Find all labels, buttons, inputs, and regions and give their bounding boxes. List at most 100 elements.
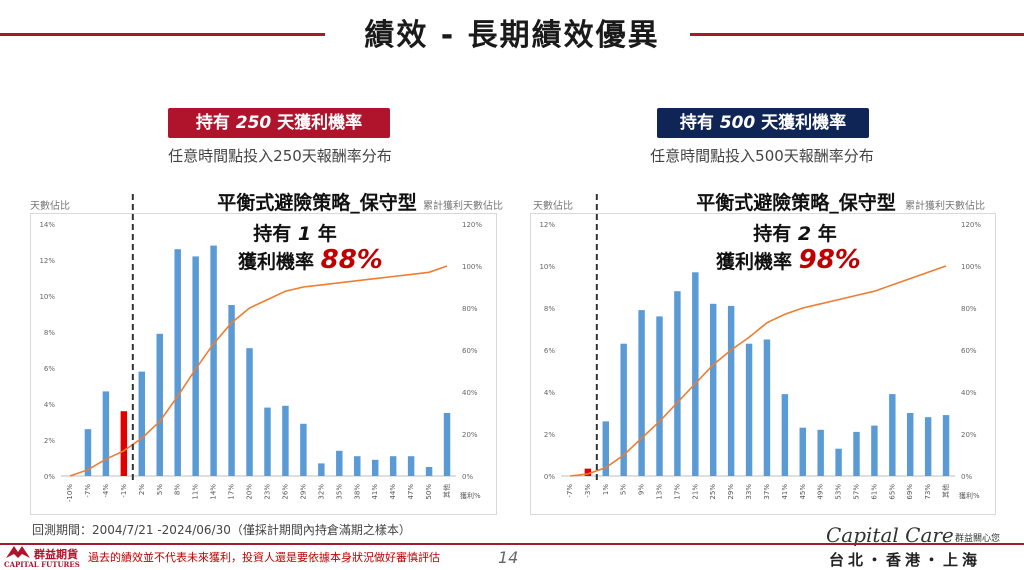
company-logo: 群益期貨 CAPITAL FUTURES <box>4 544 88 569</box>
left-chart-bar <box>300 423 307 476</box>
left-badge-num: 250 <box>235 113 272 133</box>
left-chart-y2-tick: 20% <box>462 431 478 439</box>
right-prob-label: 獲利機率 <box>716 251 799 273</box>
right-badge: 持有 500 天獲利機率 <box>657 108 869 138</box>
right-y-caption: 天數佔比 <box>533 201 573 212</box>
backtest-period: 回測期間：2004/7/21 -2024/06/30（僅採計期間內持倉滿期之樣本… <box>32 523 411 537</box>
left-chart-y-tick: 0% <box>44 473 55 481</box>
left-chart-y-tick: 8% <box>44 329 55 337</box>
right-hold-label: 持有 2 年 <box>740 219 850 246</box>
right-chart-y-tick: 6% <box>544 347 555 355</box>
left-chart-bar <box>443 413 451 476</box>
left-chart-y2-tick: 100% <box>462 263 482 271</box>
right-chart-bar <box>799 427 806 476</box>
left-chart-x-tick: 20% <box>246 484 254 500</box>
right-chart-y2-tick: 80% <box>961 305 977 313</box>
left-chart-x-tick: 38% <box>353 484 361 500</box>
right-chart-x-tick: 61% <box>870 484 878 500</box>
left-chart-y2-tick: 40% <box>462 389 478 397</box>
right-subtitle: 任意時間點投入500天報酬率分布 <box>650 147 874 165</box>
left-chart-box: 0% 2% 4% 6% 8% 10% 12% 14% 0% 20% 40% 60% 80% 100% 120… <box>30 194 497 515</box>
left-chart-x-tick: 50% <box>425 484 433 500</box>
right-chart-x-tick: 33% <box>745 484 753 500</box>
right-chart-bar <box>727 305 735 476</box>
left-chart-y2-tick: 0% <box>462 473 473 481</box>
left-chart-bar <box>282 405 289 476</box>
left-chart-x-tick: 5% <box>156 484 164 495</box>
logo-mark-icon <box>6 546 30 558</box>
right-chart-bar <box>942 415 950 476</box>
right-chart-bar <box>656 316 663 476</box>
left-chart-x-tick: -4% <box>102 484 110 498</box>
right-chart-x-tick: 57% <box>853 484 861 500</box>
left-chart-x-tick: 29% <box>299 484 307 500</box>
left-chart-bar <box>84 429 92 476</box>
right-chart-bar <box>871 425 878 476</box>
right-chart-x-tick: 13% <box>656 484 664 500</box>
left-y2-caption: 累計獲利天數佔比 <box>423 201 503 212</box>
page-title: 績效 - 長期績效優異 <box>364 18 660 53</box>
brand-slogan: 群益關心您 <box>955 534 1001 544</box>
right-chart-x-tick: 41% <box>781 484 789 500</box>
left-chart-x-tick: 17% <box>228 484 236 500</box>
right-chart-x-tick: 53% <box>835 484 843 500</box>
right-chart-x-tick: -7% <box>566 484 574 498</box>
right-chart: 0% 2% 4% 6% 8% 10% 12% 0% 20% 40% 60% 80% 100% 120% -7… <box>539 194 981 500</box>
right-chart-bar <box>924 417 932 476</box>
right-chart-bar <box>674 291 681 476</box>
left-y-caption: 天數佔比 <box>30 201 70 212</box>
right-chart-y-tick: 2% <box>544 431 555 439</box>
left-chart-y2-tick: 60% <box>462 347 478 355</box>
right-chart-y2-tick: 100% <box>961 263 981 271</box>
right-chart-bar <box>889 394 896 476</box>
left-chart-y2-tick: 120% <box>462 221 482 229</box>
right-badge-post: 天獲利機率 <box>755 113 847 133</box>
left-chart-bar <box>192 256 199 476</box>
left-chart-x-tick: 2% <box>138 484 146 495</box>
right-chart-bar <box>817 429 824 476</box>
right-chart-title: 平衡式避險策略_保守型 <box>696 192 896 214</box>
logo-cn: 群益期貨 <box>34 548 78 561</box>
left-chart-x-tick: 32% <box>317 484 325 500</box>
right-hold-post: 年 <box>811 223 837 245</box>
right-chart-x-tick: 65% <box>888 484 896 500</box>
right-chart-y2-tick: 20% <box>961 431 977 439</box>
right-chart-bar <box>584 468 592 476</box>
right-badge-num: 500 <box>719 113 756 133</box>
left-chart-bar <box>354 456 361 476</box>
left-chart-x-tick: 26% <box>281 484 289 500</box>
left-chart-x-tick: 14% <box>210 484 218 500</box>
office-cities: 台北・香港・上海 <box>829 551 982 569</box>
title-rule-right <box>690 33 1024 36</box>
left-hold-label: 持有 1 年 <box>240 219 350 246</box>
right-chart-box: 0% 2% 4% 6% 8% 10% 12% 0% 20% 40% 60% 80% 100% 120% -7… <box>530 194 996 515</box>
left-chart-x-tick: 其他 <box>442 484 451 498</box>
left-chart-y-tick: 6% <box>44 365 55 373</box>
page-number: 14 <box>498 548 519 567</box>
right-chart-x-tick: 21% <box>691 484 699 500</box>
right-badge-pre: 持有 <box>679 113 720 133</box>
right-profit-prob: 獲利機率 98% <box>716 245 861 275</box>
left-chart-bar <box>246 348 253 476</box>
left-chart-bar <box>102 391 110 476</box>
right-chart-bar <box>638 310 645 476</box>
title-rule-left <box>0 33 325 36</box>
right-chart-y-tick: 8% <box>544 305 555 313</box>
right-chart-bar <box>781 394 789 476</box>
left-badge-post: 天獲利機率 <box>271 113 363 133</box>
left-chart-y-tick: 4% <box>44 401 55 409</box>
left-chart-y2-tick: 80% <box>462 305 478 313</box>
left-chart: 0%2%4%6%8%10%12%14%0%20%40%60%80%100%120… <box>39 194 482 502</box>
right-chart-cumulative-line <box>569 265 947 477</box>
left-chart-bar <box>174 249 181 476</box>
disclaimer: 過去的績效並不代表未來獲利，投資人還是要依據本身狀況做好審慎評估 <box>88 551 440 564</box>
left-chart-bar <box>228 305 235 476</box>
footer-rule <box>0 543 1024 545</box>
left-chart-bar <box>318 463 325 476</box>
right-hold-num: 2 <box>797 223 812 245</box>
right-chart-x-tick: 37% <box>763 484 771 500</box>
right-chart-x-tick: -3% <box>584 484 592 498</box>
right-chart-bar <box>620 343 627 476</box>
left-chart-bar <box>120 411 128 476</box>
left-chart-y-tick: 10% <box>39 293 55 301</box>
